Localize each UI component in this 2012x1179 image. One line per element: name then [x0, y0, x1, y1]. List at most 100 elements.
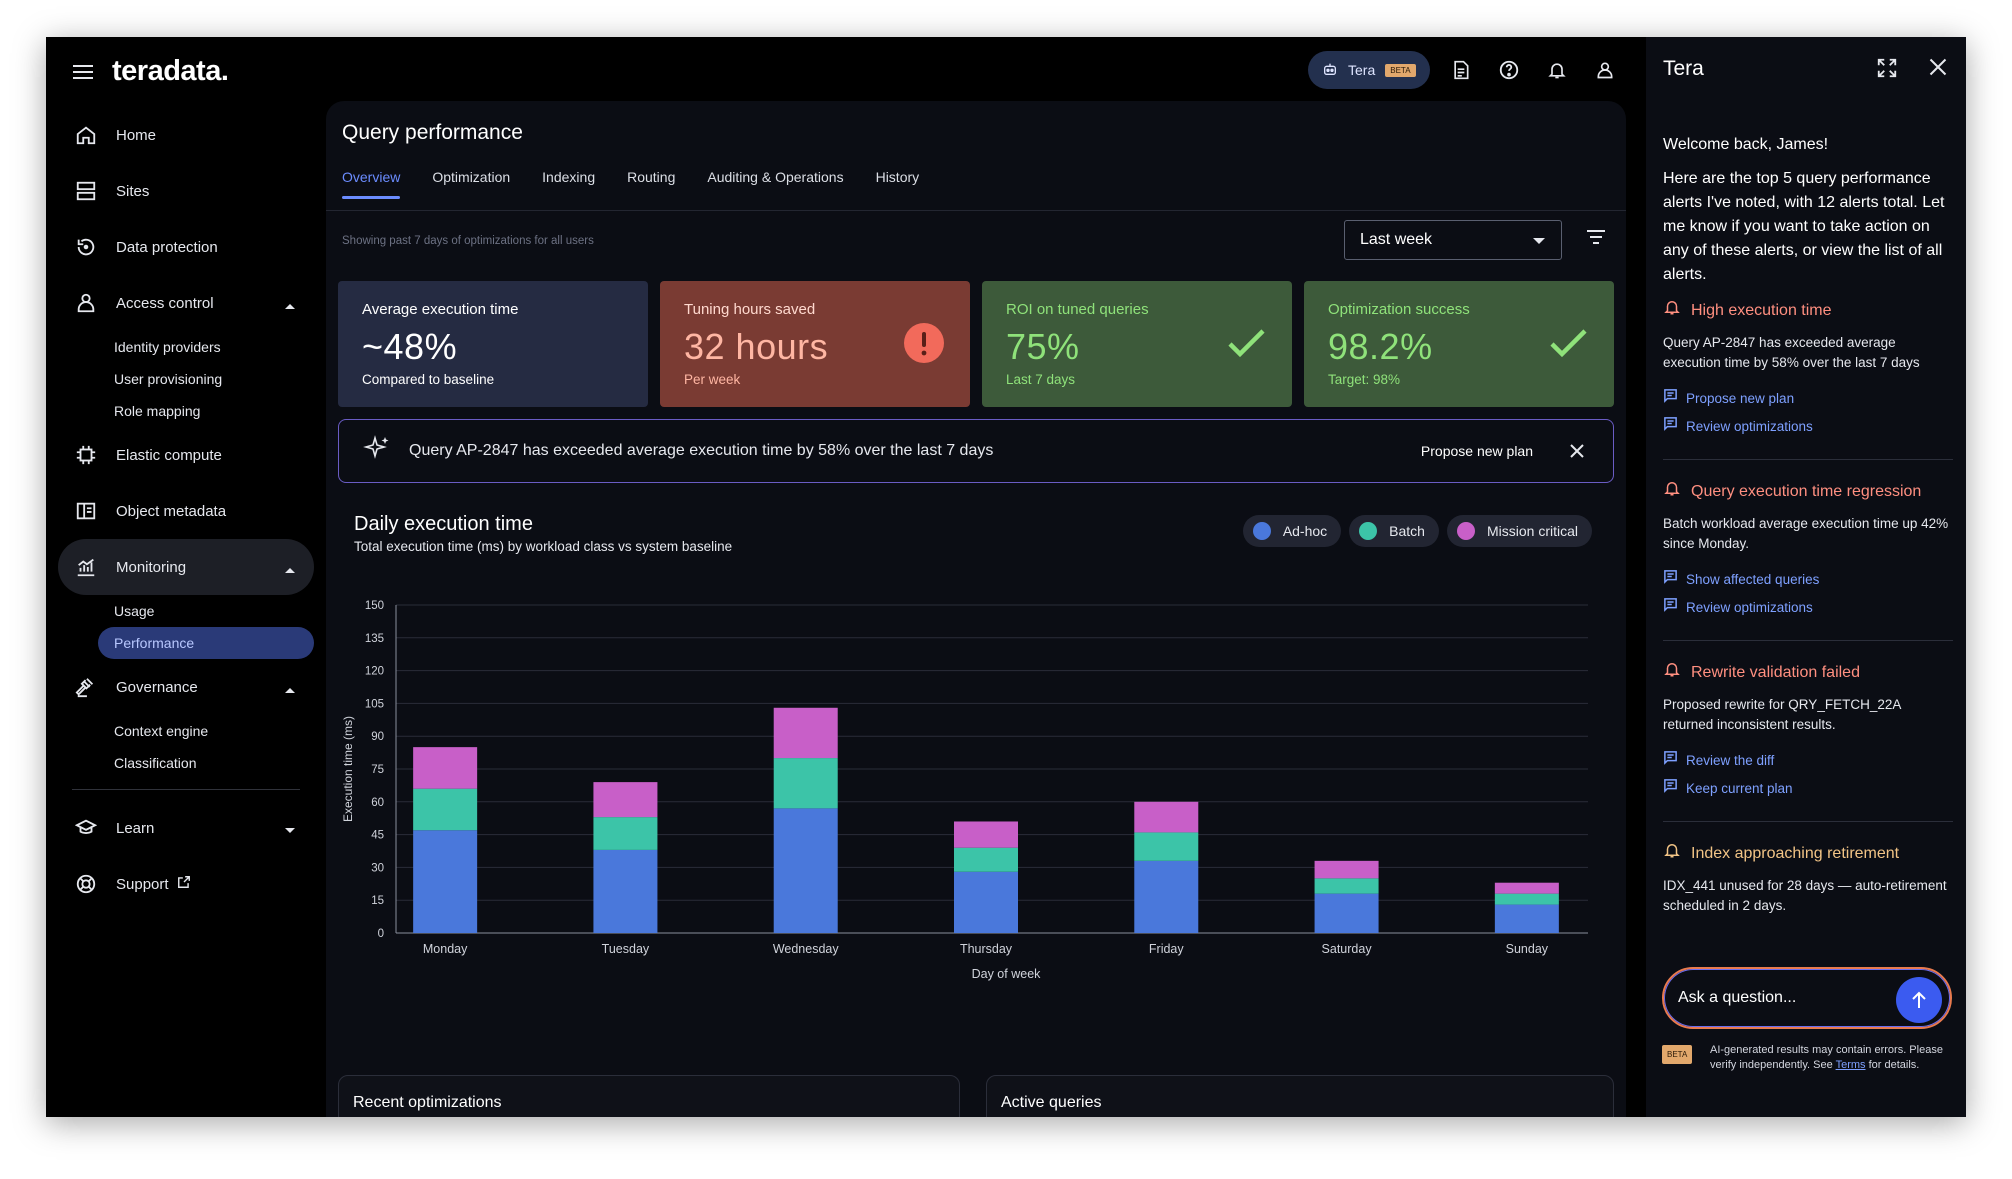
robot-icon [1322, 61, 1338, 80]
tab-bar: Overview Optimization Indexing Routing A… [342, 169, 919, 199]
user-icon[interactable] [1588, 53, 1622, 87]
sidebar-subitem-usage[interactable]: Usage [114, 603, 155, 619]
filter-icon[interactable] [1586, 229, 1606, 250]
sidebar-item-label: Sites [116, 182, 150, 200]
keep-current-plan-link[interactable]: Keep current plan [1663, 775, 1953, 803]
tab-routing[interactable]: Routing [627, 169, 676, 185]
sidebar-item-support[interactable]: Support [58, 856, 314, 912]
beta-badge: BETA [1662, 1045, 1693, 1064]
sidebar-subitem-user-provisioning[interactable]: User provisioning [114, 371, 223, 387]
help-icon[interactable] [1492, 53, 1526, 87]
bar-segment [954, 871, 1018, 933]
tab-overview[interactable]: Overview [342, 169, 401, 199]
legend-item-ad-hoc[interactable]: Ad-hoc [1242, 515, 1342, 547]
review-optimizations-link[interactable]: Review optimizations [1663, 594, 1953, 622]
document-icon[interactable] [1444, 53, 1478, 87]
bar-segment [1494, 893, 1559, 905]
kpi-card-roi[interactable]: ROI on tuned queries 75% Last 7 days [982, 281, 1292, 407]
sidebar-item-governance[interactable]: Governance [58, 659, 314, 715]
date-range-select[interactable]: Last week [1344, 220, 1562, 260]
bell-alert-icon [1663, 659, 1681, 687]
sidebar-item-label: Object metadata [116, 502, 227, 520]
recent-optimizations-card: Recent optimizations [338, 1075, 960, 1117]
sidebar-subitem-classification[interactable]: Classification [114, 755, 197, 771]
sidebar-item-data-protection[interactable]: Data protection [58, 219, 314, 275]
sidebar-item-monitoring[interactable]: Monitoring [58, 539, 314, 595]
warning-icon [904, 323, 944, 368]
sidebar-item-learn[interactable]: Learn [58, 800, 314, 856]
alert-description: Proposed rewrite for QRY_FETCH_22A retur… [1663, 697, 1901, 732]
support-icon [74, 872, 98, 896]
kpi-subtitle: Per week [684, 372, 741, 387]
kpi-card-average-execution[interactable]: Average execution time ~48% Compared to … [338, 281, 648, 407]
book-icon [74, 499, 98, 523]
kpi-title: Average execution time [362, 301, 519, 318]
bar-segment [773, 758, 838, 809]
legend-swatch [1252, 522, 1271, 540]
close-icon[interactable] [1569, 443, 1585, 464]
alert-title-text: Query execution time regression [1691, 483, 1922, 500]
link-label: Review optimizations [1686, 600, 1813, 615]
sidebar-item-access-control[interactable]: Access control [58, 275, 314, 331]
sidebar-item-object-metadata[interactable]: Object metadata [58, 483, 314, 539]
ask-placeholder: Ask a question... [1678, 989, 1797, 1006]
sidebar-subitem-context-engine[interactable]: Context engine [114, 723, 209, 739]
tab-auditing-operations[interactable]: Auditing & Operations [707, 169, 844, 185]
divider [72, 789, 300, 790]
propose-new-plan-link[interactable]: Propose new plan [1663, 385, 1953, 413]
legend-item-batch[interactable]: Batch [1349, 515, 1439, 547]
legend-item-mission-critical[interactable]: Mission critical [1446, 515, 1592, 547]
sidebar-item-elastic-compute[interactable]: Elastic compute [58, 427, 314, 483]
y-tick-label: 120 [365, 666, 384, 678]
legend-swatch [1456, 522, 1475, 540]
tera-assistant-button[interactable]: Tera BETA [1308, 51, 1430, 89]
assistant-welcome: Welcome back, James! [1663, 136, 1829, 153]
bar-segment [773, 808, 838, 933]
bar-segment [1134, 801, 1199, 833]
review-the-diff-link[interactable]: Review the diff [1663, 747, 1953, 775]
x-tick-label: Sunday [1506, 942, 1549, 956]
tab-optimization[interactable]: Optimization [432, 169, 511, 185]
hamburger-menu-icon[interactable] [72, 61, 94, 83]
y-tick-label: 135 [365, 633, 384, 645]
review-optimizations-link[interactable]: Review optimizations [1663, 413, 1953, 441]
server-icon [74, 179, 98, 203]
sidebar-item-label: Support [116, 875, 169, 893]
card-title: Recent optimizations [353, 1094, 502, 1111]
bar-segment [773, 707, 838, 759]
query-alert-banner: Query AP-2847 has exceeded average execu… [338, 419, 1614, 483]
sidebar-subitem-role-mapping[interactable]: Role mapping [114, 403, 201, 419]
terms-link[interactable]: Terms [1835, 1059, 1866, 1071]
y-tick-label: 90 [371, 731, 384, 743]
chart-icon [74, 555, 98, 579]
kpi-card-tuning-hours[interactable]: Tuning hours saved 32 hours Per week [660, 281, 970, 407]
chart-legend: Ad-hoc Batch Mission critical [1242, 515, 1592, 547]
assistant-conversation: Welcome back, James! Here are the top 5 … [1663, 133, 1953, 928]
sidebar: teradata. Home Sites Data protection Acc… [46, 37, 326, 1117]
chevron-up-icon[interactable] [284, 297, 296, 314]
chevron-up-icon[interactable] [284, 561, 296, 578]
bar-segment [593, 817, 658, 850]
close-icon[interactable] [1928, 57, 1948, 82]
tab-indexing[interactable]: Indexing [542, 169, 596, 185]
sidebar-item-home[interactable]: Home [58, 107, 314, 163]
sidebar-item-sites[interactable]: Sites [58, 163, 314, 219]
legend-label: Batch [1389, 523, 1425, 539]
show-affected-queries-link[interactable]: Show affected queries [1663, 566, 1953, 594]
tab-history[interactable]: History [875, 169, 920, 185]
check-icon [1226, 323, 1266, 368]
sidebar-subitem-identity-providers[interactable]: Identity providers [114, 339, 221, 355]
kpi-card-optimization-success[interactable]: Optimization success 98.2% Target: 98% [1304, 281, 1614, 407]
x-tick-label: Wednesday [773, 942, 840, 956]
ask-question-input[interactable]: Ask a question... [1662, 967, 1952, 1029]
chevron-down-icon[interactable] [284, 822, 296, 839]
propose-new-plan-button[interactable]: Propose new plan [1420, 443, 1533, 459]
chevron-up-icon[interactable] [284, 681, 296, 698]
sidebar-subitem-performance[interactable]: Performance [98, 627, 314, 659]
alert-title-text: Index approaching retirement [1691, 845, 1900, 862]
send-button[interactable] [1896, 977, 1942, 1023]
bar-segment [593, 782, 658, 818]
expand-icon[interactable] [1876, 57, 1898, 84]
y-tick-label: 45 [371, 830, 384, 842]
bell-icon[interactable] [1540, 53, 1574, 87]
